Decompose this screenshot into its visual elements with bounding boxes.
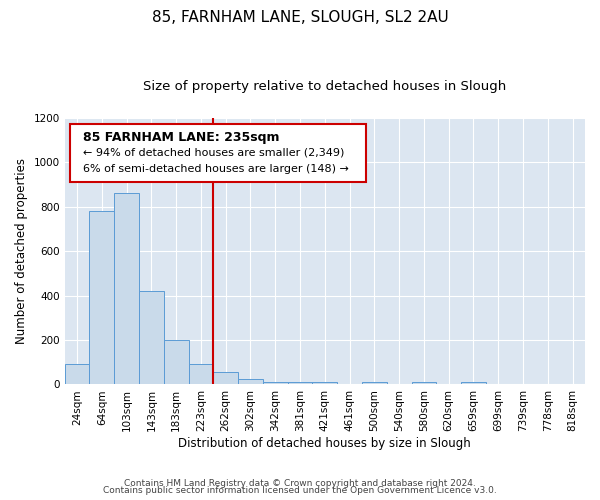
Bar xyxy=(362,382,387,384)
Text: ← 94% of detached houses are smaller (2,349): ← 94% of detached houses are smaller (2,… xyxy=(83,147,344,157)
X-axis label: Distribution of detached houses by size in Slough: Distribution of detached houses by size … xyxy=(178,437,471,450)
Text: 6% of semi-detached houses are larger (148) →: 6% of semi-detached houses are larger (1… xyxy=(83,164,349,174)
Bar xyxy=(89,211,114,384)
Y-axis label: Number of detached properties: Number of detached properties xyxy=(15,158,28,344)
Bar xyxy=(65,364,89,384)
Bar xyxy=(461,382,486,384)
Bar xyxy=(114,194,139,384)
Bar xyxy=(238,379,263,384)
Bar xyxy=(313,382,337,384)
Bar xyxy=(139,291,164,384)
Bar xyxy=(164,340,188,384)
Text: Contains HM Land Registry data © Crown copyright and database right 2024.: Contains HM Land Registry data © Crown c… xyxy=(124,478,476,488)
Bar xyxy=(412,382,436,384)
Bar xyxy=(188,364,214,384)
FancyBboxPatch shape xyxy=(70,124,367,182)
Text: 85, FARNHAM LANE, SLOUGH, SL2 2AU: 85, FARNHAM LANE, SLOUGH, SL2 2AU xyxy=(152,10,448,25)
Title: Size of property relative to detached houses in Slough: Size of property relative to detached ho… xyxy=(143,80,506,93)
Bar xyxy=(214,372,238,384)
Text: 85 FARNHAM LANE: 235sqm: 85 FARNHAM LANE: 235sqm xyxy=(83,131,280,144)
Text: Contains public sector information licensed under the Open Government Licence v3: Contains public sector information licen… xyxy=(103,486,497,495)
Bar xyxy=(263,382,287,384)
Bar xyxy=(287,382,313,384)
